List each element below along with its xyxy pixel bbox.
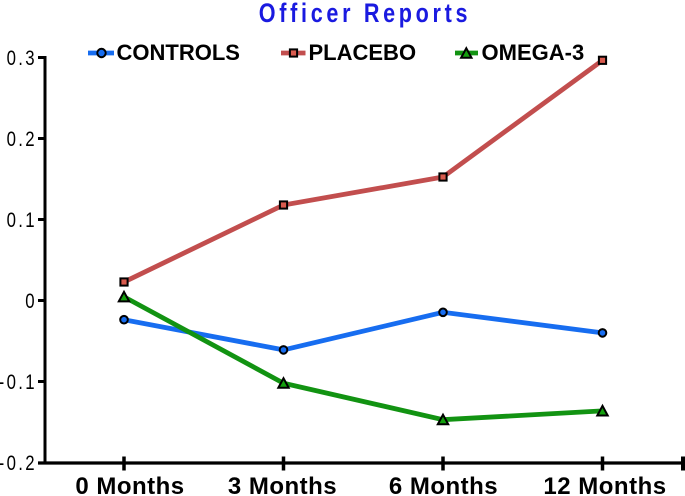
svg-text:-0.2: -0.2 (0, 452, 37, 475)
svg-text:PLACEBO: PLACEBO (309, 40, 417, 65)
svg-text:0 Months: 0 Months (75, 473, 184, 496)
svg-text:-0.1: -0.1 (0, 371, 37, 394)
svg-text:0: 0 (25, 290, 37, 313)
svg-text:3 Months: 3 Months (228, 473, 337, 496)
svg-text:Officer Reports: Officer Reports (259, 0, 471, 29)
svg-text:0.1: 0.1 (7, 209, 37, 232)
svg-text:12 Months: 12 Months (543, 473, 666, 496)
svg-text:0.3: 0.3 (7, 47, 37, 70)
svg-text:6 Months: 6 Months (389, 473, 498, 496)
svg-text:0.2: 0.2 (7, 128, 37, 151)
svg-text:CONTROLS: CONTROLS (117, 40, 240, 65)
svg-text:OMEGA-3: OMEGA-3 (482, 40, 585, 65)
